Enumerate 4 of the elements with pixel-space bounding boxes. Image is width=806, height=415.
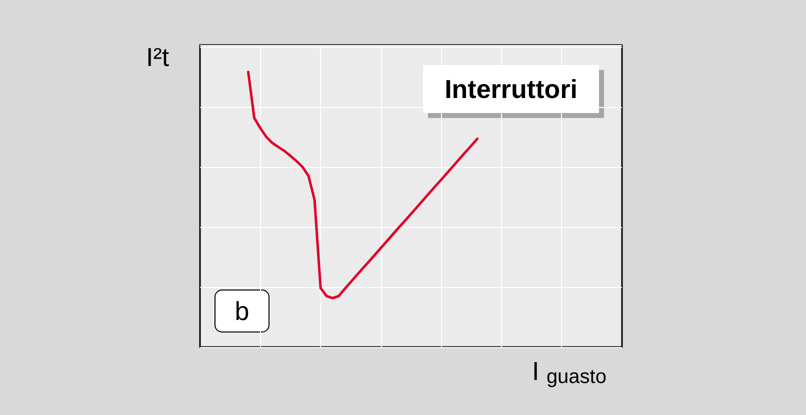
y-axis-title: I²t [146, 42, 170, 72]
annotation: Interruttori [444, 74, 578, 104]
x-axis-title: I guasto [532, 356, 607, 388]
annotation: b [234, 296, 250, 326]
